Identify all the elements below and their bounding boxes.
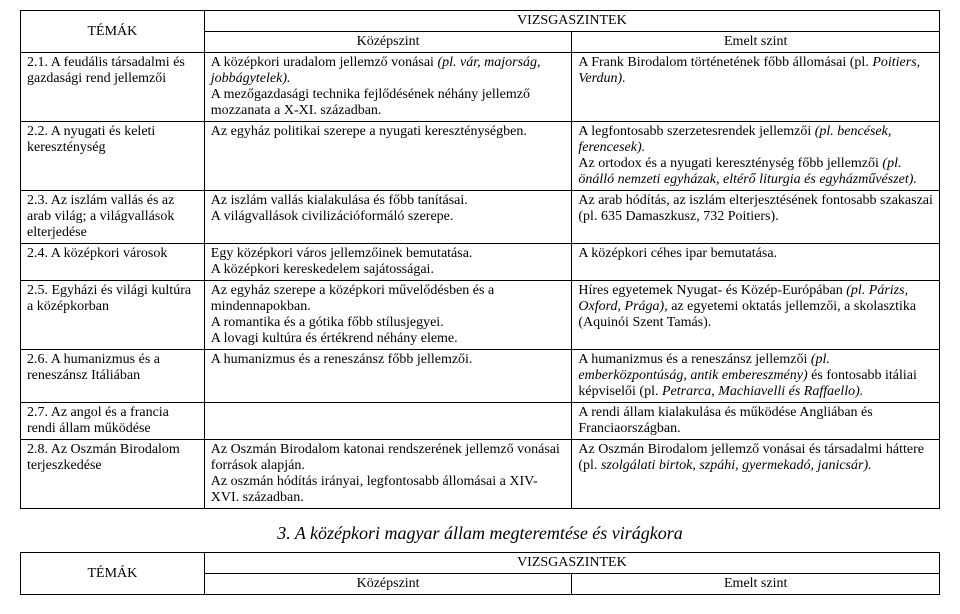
header-kozepszint-3: Középszint [357, 576, 420, 591]
header-vizsgaszintek-3: VIZSGASZINTEK [517, 555, 627, 570]
kozepszint-cell: A humanizmus és a reneszánsz főbb jellem… [204, 350, 572, 403]
header-emeltszint-3: Emelt szint [724, 576, 787, 591]
emeltszint-cell: A humanizmus és a reneszánsz jellemzői (… [572, 350, 940, 403]
kozepszint-cell: A középkori uradalom jellemző vonásai (p… [204, 53, 572, 122]
kozepszint-cell: Egy középkori város jellemzőinek bemutat… [204, 244, 572, 281]
emeltszint-cell: Az arab hódítás, az iszlám elterjesztésé… [572, 191, 940, 244]
kozepszint-cell: Az iszlám vallás kialakulása és főbb tan… [204, 191, 572, 244]
table-row: 2.5. Egyházi és világi kultúra a középko… [21, 281, 940, 350]
emeltszint-cell: Híres egyetemek Nyugat- és Közép-Európáb… [572, 281, 940, 350]
header-temak-cell-3: TÉMÁK [21, 553, 205, 595]
emeltszint-cell: A Frank Birodalom történetének főbb állo… [572, 53, 940, 122]
kozepszint-cell [204, 403, 572, 440]
header-vizsga-cell-3: VIZSGASZINTEK [204, 553, 939, 574]
kozepszint-cell: Az egyház szerepe a középkori művelődésb… [204, 281, 572, 350]
header-temak-cell: TÉMÁK [21, 11, 205, 53]
header-emelt-cell: Emelt szint [572, 32, 940, 53]
kozepszint-cell: Az Oszmán Birodalom katonai rendszerének… [204, 440, 572, 509]
header-temak: TÉMÁK [88, 24, 138, 39]
header-vizsga-cell: VIZSGASZINTEK [204, 11, 939, 32]
header-temak-3: TÉMÁK [88, 566, 138, 581]
table-row: 2.4. A középkori városokEgy középkori vá… [21, 244, 940, 281]
topic-cell: 2.4. A középkori városok [21, 244, 205, 281]
emeltszint-cell: A középkori céhes ipar bemutatása. [572, 244, 940, 281]
topic-cell: 2.3. Az iszlám vallás és az arab világ; … [21, 191, 205, 244]
header-kozepszint: Középszint [357, 34, 420, 49]
topic-cell: 2.1. A feudális társadalmi és gazdasági … [21, 53, 205, 122]
header-emeltszint: Emelt szint [724, 34, 787, 49]
section-3-title: 3. A középkori magyar állam megteremtése… [20, 523, 940, 544]
table-row: 2.8. Az Oszmán Birodalom terjeszkedéseAz… [21, 440, 940, 509]
header-emelt-cell-3: Emelt szint [572, 574, 940, 595]
emeltszint-cell: A legfontosabb szerzetesrendek jellemzői… [572, 122, 940, 191]
header-kozep-cell-3: Középszint [204, 574, 572, 595]
header-kozep-cell: Középszint [204, 32, 572, 53]
emeltszint-cell: Az Oszmán Birodalom jellemző vonásai és … [572, 440, 940, 509]
kozepszint-cell: Az egyház politikai szerepe a nyugati ke… [204, 122, 572, 191]
header-vizsgaszintek: VIZSGASZINTEK [517, 13, 627, 28]
curriculum-table-3: TÉMÁK VIZSGASZINTEK Középszint Emelt szi… [20, 552, 940, 595]
table-row: 2.6. A humanizmus és a reneszánsz Itáliá… [21, 350, 940, 403]
table-row: 2.2. A nyugati és keleti kereszténységAz… [21, 122, 940, 191]
topic-cell: 2.8. Az Oszmán Birodalom terjeszkedése [21, 440, 205, 509]
emeltszint-cell: A rendi állam kialakulása és működése An… [572, 403, 940, 440]
topic-cell: 2.5. Egyházi és világi kultúra a középko… [21, 281, 205, 350]
table-row: 2.7. Az angol és a francia rendi állam m… [21, 403, 940, 440]
table-row: 2.1. A feudális társadalmi és gazdasági … [21, 53, 940, 122]
topic-cell: 2.6. A humanizmus és a reneszánsz Itáliá… [21, 350, 205, 403]
curriculum-table: TÉMÁK VIZSGASZINTEK Középszint Emelt szi… [20, 10, 940, 509]
topic-cell: 2.2. A nyugati és keleti kereszténység [21, 122, 205, 191]
topic-cell: 2.7. Az angol és a francia rendi állam m… [21, 403, 205, 440]
table-row: 2.3. Az iszlám vallás és az arab világ; … [21, 191, 940, 244]
